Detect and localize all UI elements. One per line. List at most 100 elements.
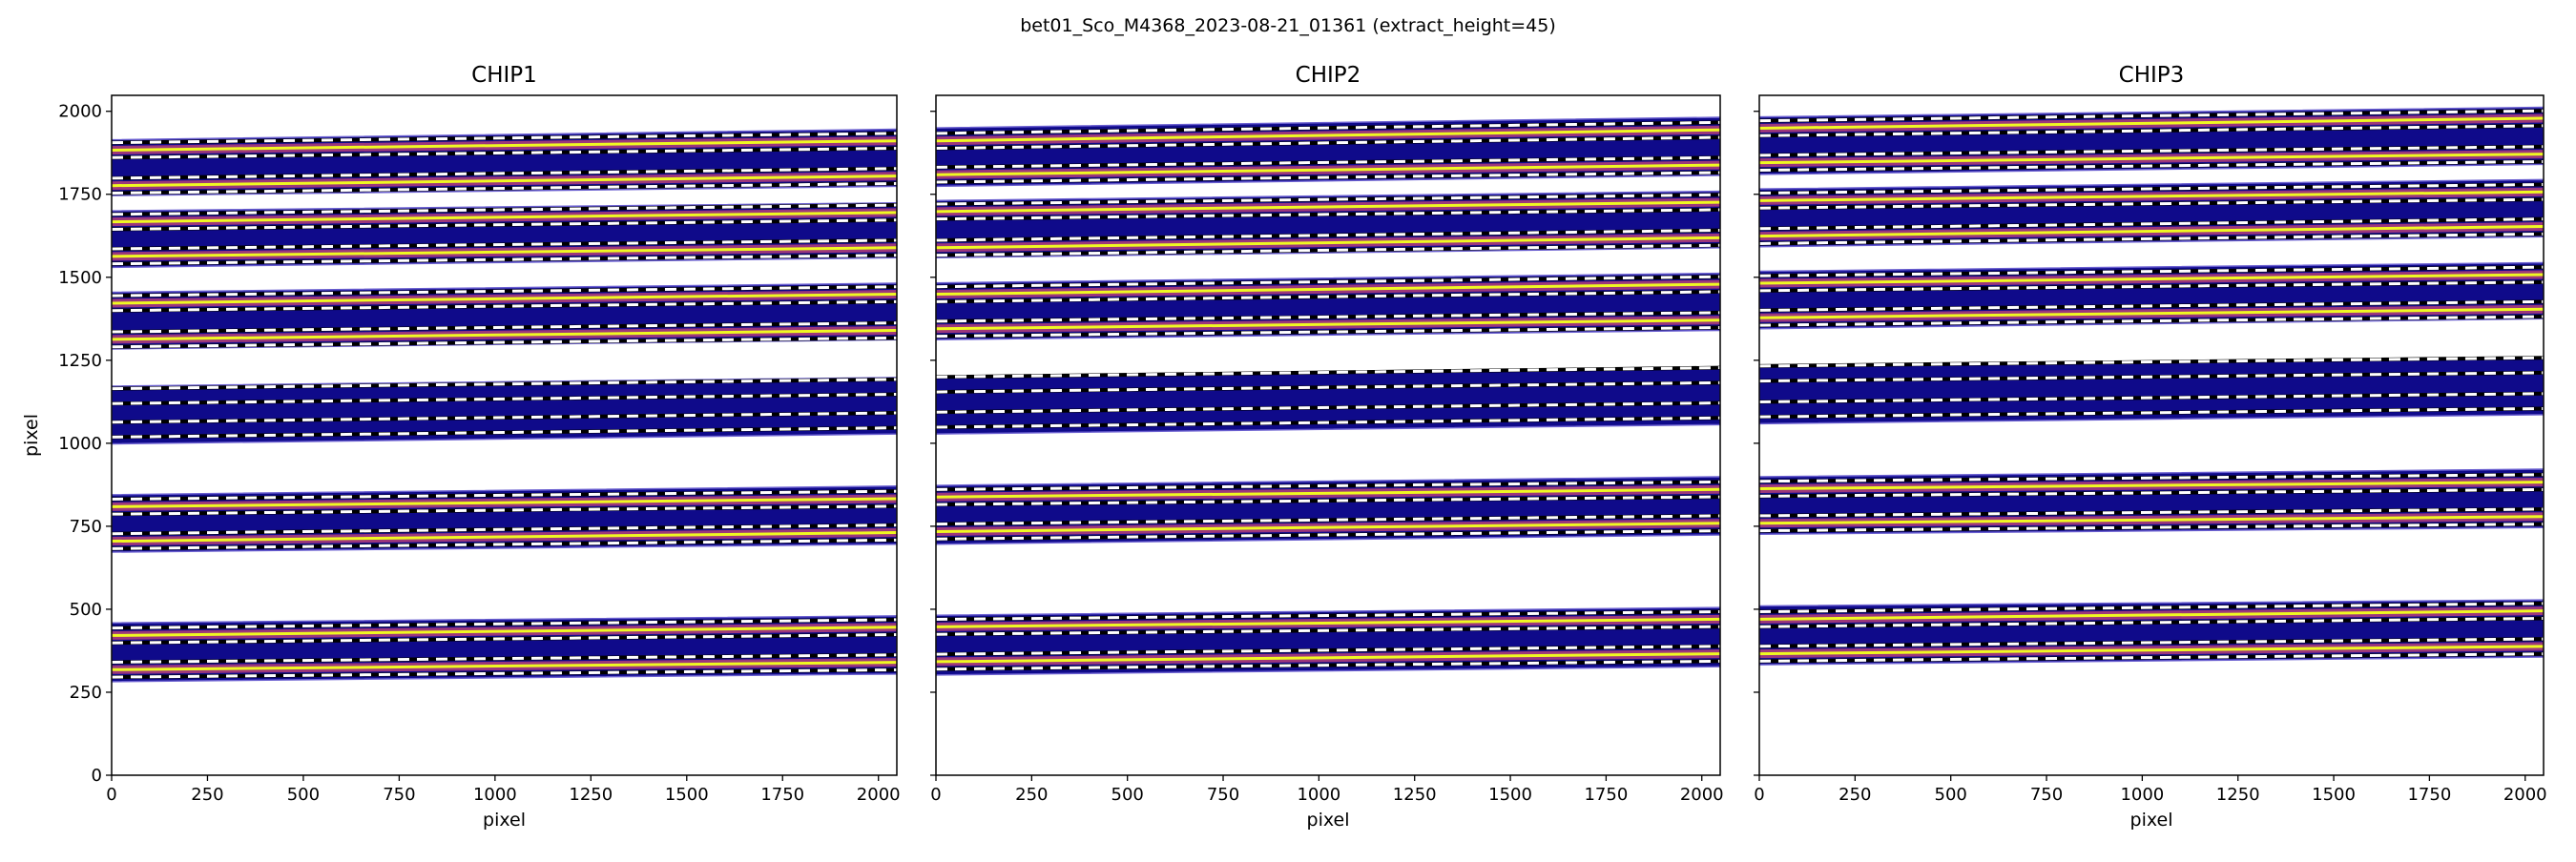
aperture-edge-dashed xyxy=(1759,315,2544,327)
aperture-edge-dashed xyxy=(936,290,1720,303)
x-tick-label: 2000 xyxy=(1680,785,1724,805)
y-tick-label: 1500 xyxy=(58,268,102,288)
aperture-edge-dashed xyxy=(112,238,897,251)
aperture-edge-dashed xyxy=(1759,217,2544,231)
aperture-edge-dashed xyxy=(112,504,897,516)
aperture-edge-dashed xyxy=(112,336,897,349)
aperture-edge-dashed xyxy=(112,653,897,664)
aperture-edge-dashed xyxy=(112,667,897,679)
aperture-edge-dashed xyxy=(936,311,1720,323)
x-tick-label: 1750 xyxy=(2407,785,2451,805)
aperture-edge-dashed xyxy=(112,132,897,145)
aperture-edge-dashed xyxy=(112,618,897,630)
x-tick-label: 250 xyxy=(1839,785,1871,805)
aperture-edge-dashed xyxy=(112,523,897,536)
aperture-edge-dashed xyxy=(1759,392,2544,404)
aperture-edge-dashed xyxy=(936,193,1720,206)
order-band xyxy=(112,377,897,445)
trace-line xyxy=(112,531,897,544)
aperture-edge-dashed xyxy=(936,366,1720,379)
aperture-edge-dashed xyxy=(1759,523,2544,533)
trace-line xyxy=(936,200,1720,214)
trace-line xyxy=(1759,481,2544,491)
trace-line xyxy=(1759,609,2544,621)
aperture-edge-dashed xyxy=(1759,197,2544,210)
x-tick-label: 750 xyxy=(2030,785,2063,805)
x-tick-label: 1750 xyxy=(760,785,804,805)
axes-frame xyxy=(1758,94,2545,776)
trace-line xyxy=(936,487,1720,499)
aperture-edge-dashed xyxy=(112,633,897,645)
y-tick-label: 500 xyxy=(70,600,102,620)
aperture-edge-dashed xyxy=(936,243,1720,257)
y-tick-label: 2000 xyxy=(58,102,102,122)
aperture-edge-dashed xyxy=(936,514,1720,526)
aperture-edge-dashed xyxy=(1759,602,2544,614)
trace-line xyxy=(112,174,897,188)
trace-line xyxy=(112,497,897,508)
aperture-edge-dashed xyxy=(1759,507,2544,518)
trace-line xyxy=(112,246,897,258)
aperture-edge-dashed xyxy=(1759,406,2544,419)
x-tick-label: 2000 xyxy=(857,785,901,805)
aperture-edge-dashed xyxy=(112,299,897,313)
trace-line xyxy=(936,617,1720,628)
x-tick-label: 250 xyxy=(191,785,223,805)
x-tick-label: 250 xyxy=(1015,785,1048,805)
trace-line xyxy=(936,652,1720,664)
aperture-edge-dashed xyxy=(1759,109,2544,123)
trace-line xyxy=(1759,645,2544,656)
aperture-edge-dashed xyxy=(936,120,1720,135)
trace-line xyxy=(112,661,897,671)
aperture-edge-dashed xyxy=(936,625,1720,636)
aperture-edge-dashed xyxy=(936,659,1720,671)
y-tick-label: 750 xyxy=(70,517,102,537)
aperture-edge-dashed xyxy=(112,203,897,216)
trace-line xyxy=(936,236,1720,250)
aperture-edge-dashed xyxy=(1759,124,2544,137)
x-tick-label: 2000 xyxy=(2503,785,2547,805)
y-tick-label: 1000 xyxy=(58,434,102,454)
aperture-edge-dashed xyxy=(1759,232,2544,245)
x-tick-label: 0 xyxy=(106,785,116,805)
trace-line xyxy=(936,163,1720,176)
y-tick-label: 250 xyxy=(70,683,102,703)
x-tick-label: 500 xyxy=(1935,785,1967,805)
axes-frame xyxy=(111,94,898,776)
x-tick-label: 1500 xyxy=(1488,785,1532,805)
trace-line xyxy=(936,282,1720,297)
panel-title: CHIP2 xyxy=(1296,63,1361,88)
aperture-edge-dashed xyxy=(112,167,897,180)
trace-line xyxy=(1759,153,2544,165)
trace-line xyxy=(112,328,897,341)
x-axis-label: pixel xyxy=(483,810,526,831)
aperture-edge-dashed xyxy=(112,538,897,550)
aperture-edge-dashed xyxy=(112,393,897,405)
aperture-edge-dashed xyxy=(1759,637,2544,648)
aperture-edge-dashed xyxy=(1759,280,2544,293)
x-axis-label: pixel xyxy=(1307,810,1350,831)
trace-line xyxy=(936,318,1720,331)
aperture-edge-dashed xyxy=(112,218,897,231)
x-tick-label: 1500 xyxy=(2312,785,2356,805)
aperture-edge-dashed xyxy=(1759,265,2544,277)
trace-line xyxy=(1759,273,2544,285)
aperture-edge-dashed xyxy=(112,378,897,391)
plot-area xyxy=(112,128,897,683)
trace-line xyxy=(112,211,897,224)
axes-frame xyxy=(935,94,1721,776)
aperture-edge-dashed xyxy=(1759,145,2544,157)
aperture-edge-dashed xyxy=(936,480,1720,491)
aperture-edge-dashed xyxy=(1759,356,2544,368)
x-axis-label: pixel xyxy=(2130,810,2173,831)
panel-title: CHIP1 xyxy=(471,63,537,88)
y-tick-label: 1250 xyxy=(58,351,102,371)
x-tick-label: 500 xyxy=(287,785,320,805)
aperture-edge-dashed xyxy=(112,254,897,266)
x-tick-label: 1750 xyxy=(1584,785,1628,805)
x-tick-label: 1500 xyxy=(665,785,709,805)
aperture-edge-dashed xyxy=(936,495,1720,506)
aperture-edge-dashed xyxy=(1759,652,2544,663)
x-tick-label: 1000 xyxy=(1297,785,1340,805)
